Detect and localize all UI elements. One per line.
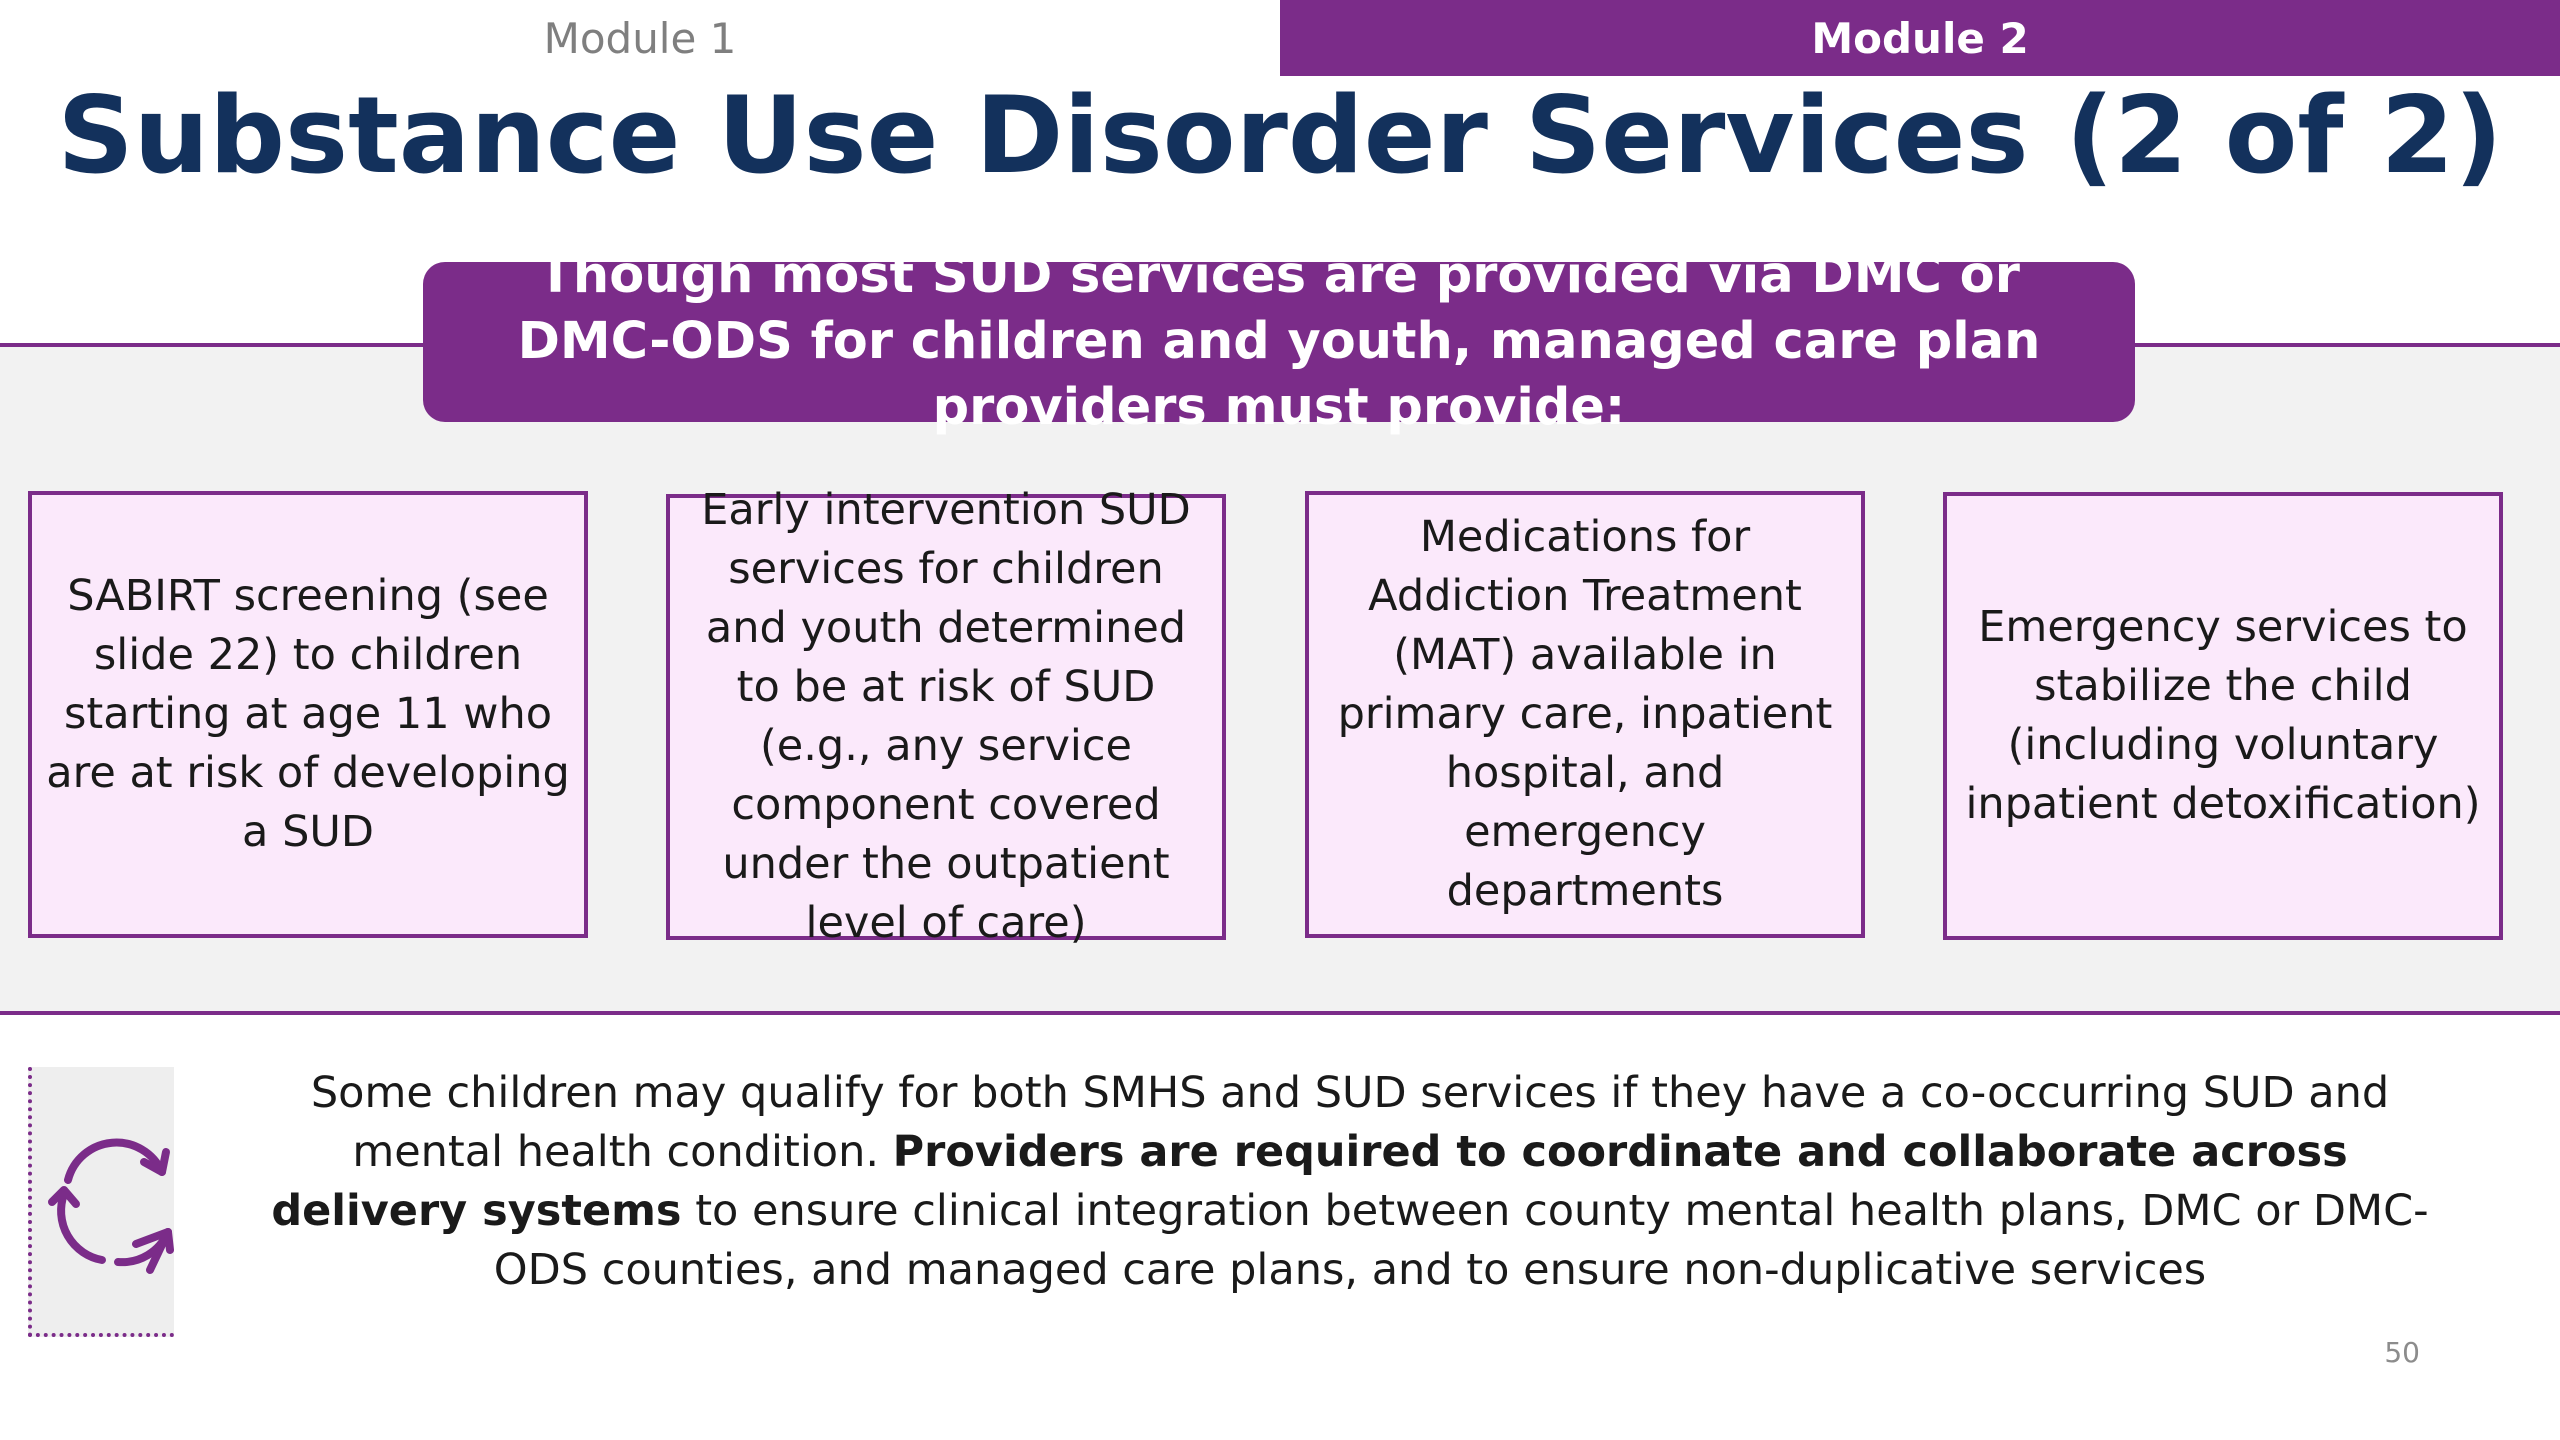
- module-1-tab[interactable]: Module 1: [0, 0, 1280, 76]
- service-card-sabirt: SABIRT screening (see slide 22) to child…: [28, 491, 588, 938]
- service-card-text: SABIRT screening (see slide 22) to child…: [46, 571, 570, 857]
- coordination-note: Some children may qualify for both SMHS …: [270, 1064, 2430, 1300]
- module-2-tab[interactable]: Module 2: [1280, 0, 2560, 76]
- note-icon-box: [28, 1067, 174, 1337]
- module-1-label: Module 1: [543, 13, 737, 63]
- service-card-early-intervention: Early intervention SUD services for chil…: [666, 485, 1226, 948]
- service-card-text: Medications for Addiction Treatment (MAT…: [1337, 512, 1833, 916]
- slide-title: Substance Use Disorder Services (2 of 2): [57, 74, 2503, 197]
- service-card-mat: Medications for Addiction Treatment (MAT…: [1305, 491, 1865, 938]
- service-card-emergency: Emergency services to stabilize the chil…: [1943, 492, 2503, 940]
- note-text-start: Some children may qualify for both SMHS …: [310, 1068, 2390, 1177]
- module-2-label: Module 2: [1811, 13, 2029, 63]
- service-card-text: Early intervention SUD services for chil…: [701, 485, 1191, 948]
- intro-banner: Though most SUD services are provided vi…: [423, 246, 2135, 437]
- cycle-arrows-icon: [38, 1120, 174, 1280]
- page-number: 50: [2384, 1336, 2420, 1369]
- note-text-emphasis: Providers are required to coordinate and…: [271, 1127, 2348, 1236]
- service-card-text: Emergency services to stabilize the chil…: [1965, 602, 2481, 829]
- note-text-end: to ensure clinical integration between c…: [493, 1186, 2429, 1295]
